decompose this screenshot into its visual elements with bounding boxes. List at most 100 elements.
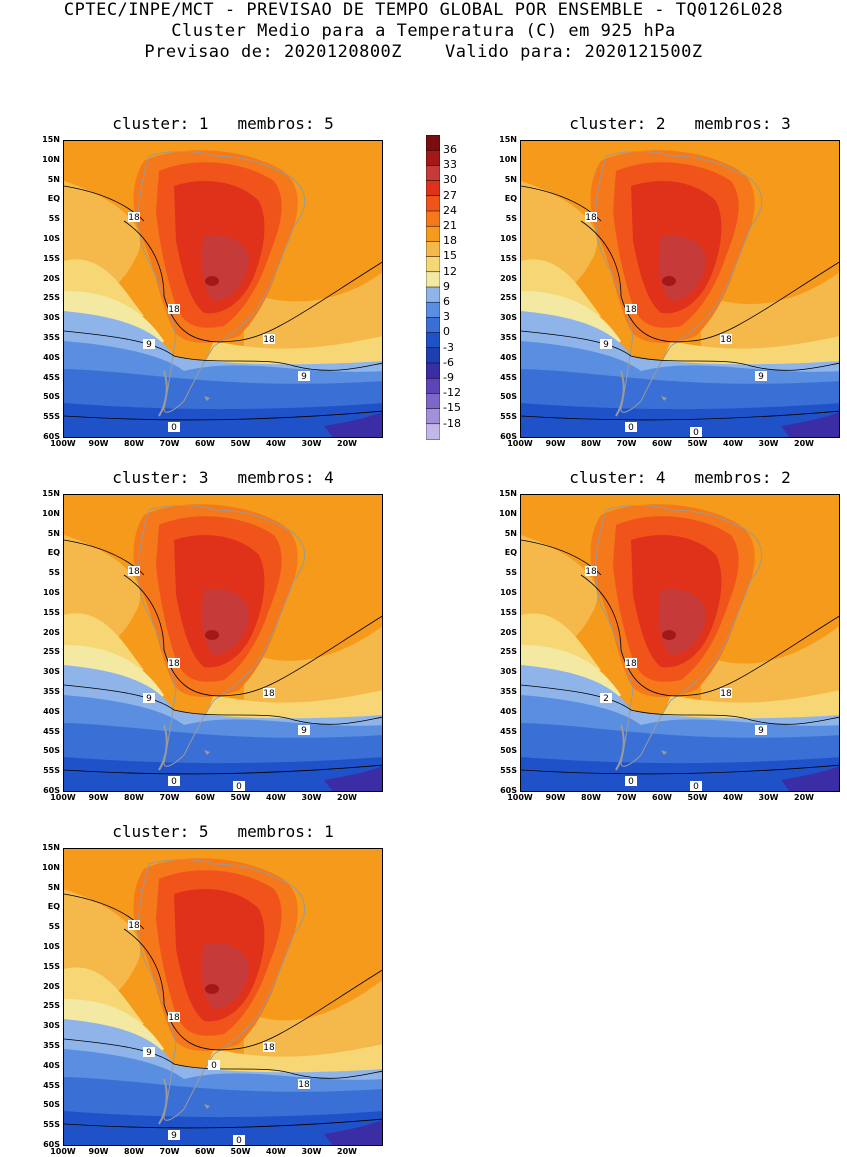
lon-tick-label: 80W bbox=[124, 1147, 144, 1156]
lat-tick-label: 5N bbox=[504, 528, 517, 538]
contour-label-bg bbox=[600, 693, 612, 703]
field-33-36 bbox=[662, 276, 676, 286]
lat-tick-label: 10N bbox=[499, 154, 517, 164]
contour-label: 0 bbox=[628, 423, 634, 433]
colorbar-swatch bbox=[426, 271, 440, 288]
colorbar-swatch bbox=[426, 423, 440, 440]
field-12-15-south bbox=[204, 690, 382, 720]
lat-tick-label: EQ bbox=[504, 194, 517, 204]
lon-tick-label: 60W bbox=[195, 1147, 215, 1156]
contour-0 bbox=[521, 410, 839, 421]
contour-label-bg bbox=[298, 1079, 310, 1089]
lat-tick-label: 40S bbox=[43, 1060, 60, 1070]
lon-tick-label: 50W bbox=[687, 793, 708, 802]
lat-tick-label: 20S bbox=[43, 627, 60, 637]
lat-tick-label: 15N bbox=[42, 489, 60, 498]
contour-0 bbox=[64, 764, 382, 775]
lat-tick-label: 15S bbox=[500, 607, 517, 617]
contour-label-bg bbox=[168, 1012, 180, 1022]
contour-label: 18 bbox=[128, 567, 140, 577]
lon-tick-label: 40W bbox=[723, 439, 743, 448]
field-15-18-atlantic bbox=[701, 272, 839, 356]
lon-tick-label: 20W bbox=[794, 439, 814, 448]
lat-tick-label: 50S bbox=[500, 746, 517, 756]
lon-tick-label: 50W bbox=[230, 439, 251, 448]
lat-tick-label: 50S bbox=[43, 392, 60, 402]
field-0-3 bbox=[64, 1077, 382, 1124]
lat-tick-label: 15S bbox=[43, 607, 60, 617]
contour-label: 0 bbox=[171, 777, 177, 787]
lon-tick-label: 80W bbox=[124, 793, 144, 802]
field-cold-corner bbox=[324, 1119, 382, 1145]
lat-tick-label: 35S bbox=[43, 1041, 60, 1050]
falklands-outline bbox=[661, 750, 667, 755]
colorbar-swatch bbox=[426, 225, 440, 242]
lon-tick-label: 40W bbox=[723, 793, 743, 802]
temperature-map-2: 18 18 18 9 9 0 0 bbox=[521, 141, 839, 437]
contour-0 bbox=[521, 764, 839, 775]
lat-tick-label: 10N bbox=[42, 508, 60, 518]
field-15-18-atlantic bbox=[244, 272, 382, 356]
lon-tick-label: 40W bbox=[266, 439, 286, 448]
patagonia-outline bbox=[158, 1078, 168, 1125]
lat-tick-label: 35S bbox=[500, 687, 517, 696]
contour-label: 18 bbox=[720, 335, 732, 345]
lat-tick-label: 15N bbox=[499, 135, 517, 144]
lat-tick-label: 60S bbox=[43, 432, 60, 441]
map-panel-cluster-2: 18 18 18 9 9 0 0 bbox=[520, 140, 840, 438]
field-0-3 bbox=[64, 369, 382, 416]
contour-label: 0 bbox=[211, 1061, 217, 1071]
colorbar-level-label: -3 bbox=[443, 340, 454, 354]
contour-0 bbox=[64, 1118, 382, 1129]
lat-tick-label: 30S bbox=[43, 667, 60, 677]
lon-tick-label: 70W bbox=[616, 793, 637, 802]
contour-label-bg bbox=[585, 566, 597, 576]
colorbar-swatch bbox=[426, 149, 440, 166]
field-15-18-atlantic bbox=[244, 980, 382, 1064]
contour-18 bbox=[580, 574, 839, 697]
contour-label: 9 bbox=[146, 1048, 152, 1058]
lat-tick-label: 5S bbox=[48, 568, 60, 578]
lon-tick-label: 20W bbox=[337, 439, 357, 448]
contour-label-bg bbox=[625, 658, 637, 668]
lon-tick-label: 80W bbox=[581, 439, 601, 448]
contour-label-bg bbox=[585, 212, 597, 222]
lat-tick-label: 25S bbox=[500, 647, 517, 657]
lat-tick-label: 40S bbox=[500, 352, 517, 362]
lat-tick-label: 10N bbox=[42, 862, 60, 872]
contour-18 bbox=[123, 220, 382, 343]
field-below-0 bbox=[64, 757, 382, 791]
contour-label-bg bbox=[208, 1060, 220, 1070]
colorbar-swatch bbox=[426, 135, 440, 151]
contour-label: 18 bbox=[625, 659, 637, 669]
contour-label-bg bbox=[143, 693, 155, 703]
field-below-0 bbox=[521, 403, 839, 437]
lat-tick-label: 5N bbox=[47, 882, 60, 892]
lat-tick-label: 30S bbox=[500, 313, 517, 323]
field-15-18-atlantic bbox=[701, 626, 839, 710]
lon-tick-label: 30W bbox=[758, 793, 779, 802]
lat-tick-label: 5N bbox=[504, 174, 517, 184]
colorbar-swatch bbox=[426, 347, 440, 364]
lon-tick-label: 60W bbox=[195, 793, 215, 802]
colorbar-level-label: 18 bbox=[443, 234, 457, 248]
temperature-map-3: 18 18 18 9 9 0 0 bbox=[64, 495, 382, 791]
lat-tick-label: 15N bbox=[42, 843, 60, 852]
contour-label: 18 bbox=[168, 659, 180, 669]
colorbar-swatch bbox=[426, 241, 440, 258]
contour-label-bg bbox=[625, 776, 637, 786]
lat-tick-label: 30S bbox=[43, 313, 60, 323]
lat-tick-label: 5S bbox=[505, 214, 517, 224]
contour-label-bg bbox=[168, 658, 180, 668]
map-panel-cluster-5: 18 18 18 9 18 9 0 0 bbox=[63, 848, 383, 1146]
lon-tick-label: 20W bbox=[337, 1147, 357, 1156]
colorbar-swatch bbox=[426, 195, 440, 212]
colorbar-swatch bbox=[426, 408, 440, 425]
lat-tick-label: 40S bbox=[43, 706, 60, 716]
field-0-3 bbox=[521, 369, 839, 416]
panel-title-cluster-3: cluster: 3 membros: 4 bbox=[112, 468, 334, 487]
panel-title-cluster-5: cluster: 5 membros: 1 bbox=[112, 822, 334, 841]
contour-label-bg bbox=[233, 1135, 245, 1145]
header-line-2: Cluster Medio para a Temperatura (C) em … bbox=[171, 21, 676, 41]
field-0-3 bbox=[64, 723, 382, 770]
